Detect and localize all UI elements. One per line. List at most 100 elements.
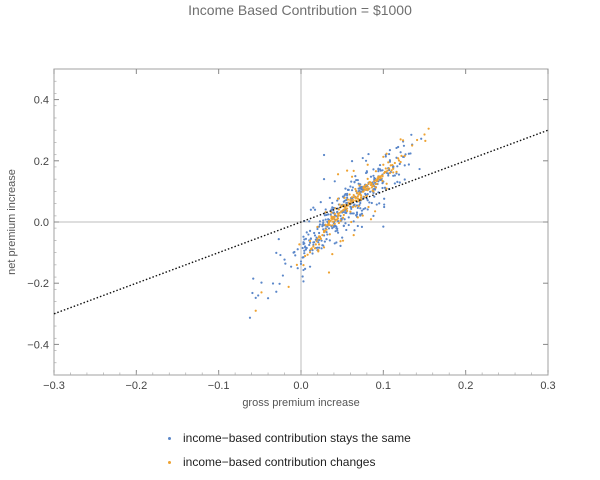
data-point-blue	[383, 197, 386, 200]
data-point-blue	[303, 238, 306, 241]
data-point-blue	[254, 296, 257, 299]
data-point-orange	[390, 169, 393, 172]
axis-ticks: −0.3 −0.2 −0.1 0.0 0.1 0.2 0.3 −0.4 −0.2 0.0 0.2 0.…	[27, 68, 556, 392]
data-point-blue	[324, 218, 327, 221]
chart-title: Income Based Contribution = $1000	[188, 2, 412, 18]
data-point-orange	[332, 220, 335, 223]
data-point-blue	[372, 214, 375, 217]
data-point-blue	[320, 247, 323, 250]
data-point-blue	[296, 248, 299, 251]
data-point-orange	[383, 171, 386, 175]
data-point-orange	[330, 211, 333, 214]
data-point-blue	[395, 172, 398, 175]
data-point-orange	[391, 163, 394, 167]
data-point-blue	[359, 207, 362, 210]
data-point-orange	[341, 216, 345, 219]
data-point-orange	[371, 189, 374, 192]
data-point-blue	[388, 168, 391, 172]
data-point-blue	[372, 174, 375, 177]
data-point-blue	[301, 275, 304, 278]
data-point-blue	[350, 189, 354, 192]
data-point-blue	[339, 214, 342, 217]
data-point-orange	[349, 210, 352, 213]
data-point-blue	[318, 220, 322, 223]
data-point-blue	[290, 265, 293, 268]
data-point-blue	[360, 212, 364, 215]
x-tick-label: −0.1	[208, 380, 230, 392]
data-point-orange	[356, 216, 359, 219]
data-point-orange	[399, 160, 402, 164]
data-point-blue	[347, 216, 350, 219]
data-point-blue	[353, 203, 356, 206]
data-point-orange	[355, 191, 359, 195]
data-point-orange	[327, 271, 331, 274]
data-point-orange	[388, 171, 392, 175]
data-point-orange	[360, 196, 363, 199]
data-point-blue	[303, 242, 306, 245]
data-point-blue	[345, 228, 348, 232]
data-point-blue	[293, 250, 296, 254]
data-point-blue	[331, 206, 334, 209]
data-point-blue	[335, 227, 338, 230]
data-point-blue	[353, 229, 356, 232]
data-point-blue	[366, 199, 369, 202]
data-point-orange	[336, 214, 340, 217]
data-point-blue	[335, 241, 338, 244]
data-point-orange	[352, 169, 355, 172]
data-point-blue	[395, 146, 398, 150]
data-point-blue	[313, 208, 317, 211]
data-point-blue	[302, 235, 305, 238]
data-point-orange	[386, 169, 389, 172]
data-point-orange	[365, 194, 368, 198]
data-point-blue	[299, 260, 303, 263]
data-point-blue	[321, 225, 324, 228]
legend-label-changes: income−based contribution changes	[183, 455, 376, 469]
data-point-orange	[427, 127, 430, 130]
data-point-blue	[327, 213, 330, 216]
data-point-blue	[347, 223, 350, 227]
data-point-blue	[361, 156, 364, 160]
legend-item-same: income−based contribution stays the same	[168, 430, 411, 446]
data-point-blue	[326, 233, 329, 236]
data-point-blue	[407, 163, 410, 166]
data-point-blue	[346, 196, 349, 199]
data-point-blue	[324, 208, 327, 211]
data-point-blue	[331, 227, 334, 230]
data-point-orange	[304, 254, 307, 258]
data-point-orange	[380, 174, 383, 177]
data-point-orange	[403, 154, 406, 157]
data-point-blue	[318, 231, 321, 235]
data-point-blue	[318, 238, 321, 242]
data-point-blue	[317, 241, 320, 244]
data-point-blue	[252, 277, 255, 280]
data-point-orange	[331, 224, 334, 227]
data-point-orange	[399, 138, 402, 141]
data-point-blue	[333, 242, 336, 245]
data-point-blue	[336, 199, 339, 202]
data-point-orange	[342, 203, 345, 206]
data-point-blue	[335, 225, 338, 228]
data-point-orange	[350, 200, 353, 203]
data-point-blue	[311, 249, 314, 252]
data-point-orange	[366, 177, 369, 180]
data-point-blue	[341, 236, 344, 239]
data-point-orange	[373, 180, 376, 183]
data-point-blue	[279, 253, 282, 257]
legend-label-same: income−based contribution stays the same	[183, 431, 411, 445]
data-point-orange	[298, 243, 301, 246]
data-point-blue	[344, 222, 347, 225]
data-point-orange	[366, 163, 369, 166]
data-point-blue	[402, 144, 406, 147]
data-point-orange	[342, 213, 345, 217]
data-point-blue	[347, 188, 350, 191]
data-point-orange	[339, 240, 342, 243]
data-point-blue	[379, 169, 382, 172]
data-point-blue	[364, 207, 367, 210]
data-point-blue	[350, 212, 354, 215]
data-point-blue	[362, 208, 365, 211]
data-point-orange	[385, 187, 388, 190]
data-point-orange	[254, 309, 257, 312]
data-point-orange	[375, 182, 378, 185]
data-point-blue	[393, 174, 396, 177]
data-point-orange	[334, 219, 337, 222]
